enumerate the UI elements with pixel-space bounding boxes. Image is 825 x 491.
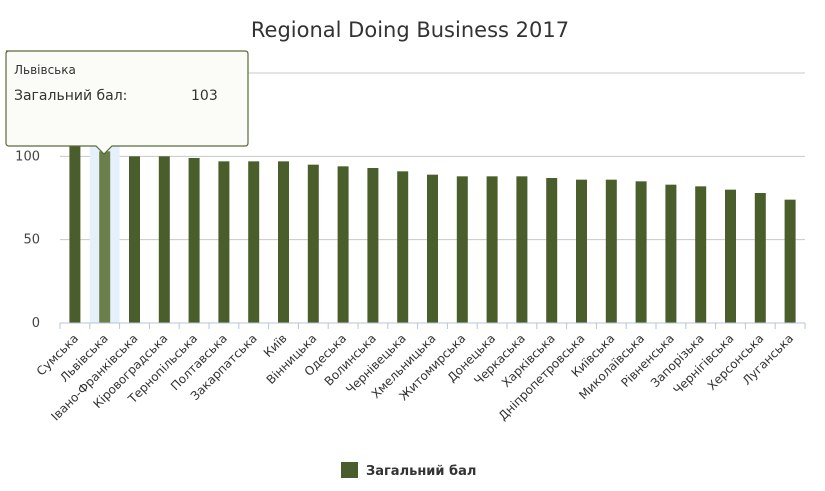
y-tick-label: 0 (32, 316, 40, 331)
y-tick-label: 50 (23, 233, 40, 248)
bar[interactable] (456, 176, 468, 323)
bar[interactable] (367, 168, 379, 323)
legend[interactable]: Загальний бал (341, 462, 476, 479)
bar[interactable] (99, 151, 111, 323)
legend-label: Загальний бал (366, 464, 476, 479)
chart-title: Regional Doing Business 2017 (251, 18, 569, 42)
bar[interactable] (754, 193, 766, 323)
bar[interactable] (69, 144, 81, 323)
bar[interactable] (725, 189, 736, 323)
bar[interactable] (516, 176, 528, 323)
bar[interactable] (486, 176, 498, 323)
bar[interactable] (397, 171, 409, 323)
bar[interactable] (337, 166, 349, 323)
bar[interactable] (188, 158, 200, 323)
tooltip-title: Львівська (14, 63, 76, 77)
x-axis-ticks: СумськаЛьвівськаІвано-ФранківськаКіровог… (34, 331, 796, 423)
y-tick-label: 100 (15, 149, 40, 164)
tooltip-label: Загальний бал: (14, 88, 127, 104)
bars (69, 144, 796, 323)
x-axis (59, 322, 806, 329)
bar[interactable] (605, 179, 617, 323)
tooltip-value: 103 (191, 88, 218, 104)
bar[interactable] (158, 156, 170, 323)
y-axis-ticks: 0 50 100 (15, 149, 40, 331)
tooltip: Львівська Загальний бал: 103 (5, 50, 249, 155)
bar[interactable] (546, 178, 558, 323)
bar[interactable] (278, 161, 289, 323)
bar[interactable] (784, 199, 796, 323)
bar[interactable] (665, 184, 677, 323)
bar[interactable] (635, 181, 647, 323)
legend-swatch (341, 462, 358, 478)
bar[interactable] (248, 161, 260, 323)
bar[interactable] (218, 161, 230, 323)
bar[interactable] (576, 179, 587, 323)
bar[interactable] (695, 186, 707, 323)
bar[interactable] (427, 174, 438, 323)
bar[interactable] (129, 156, 140, 323)
bar[interactable] (307, 164, 319, 323)
tooltip-box (5, 50, 249, 155)
